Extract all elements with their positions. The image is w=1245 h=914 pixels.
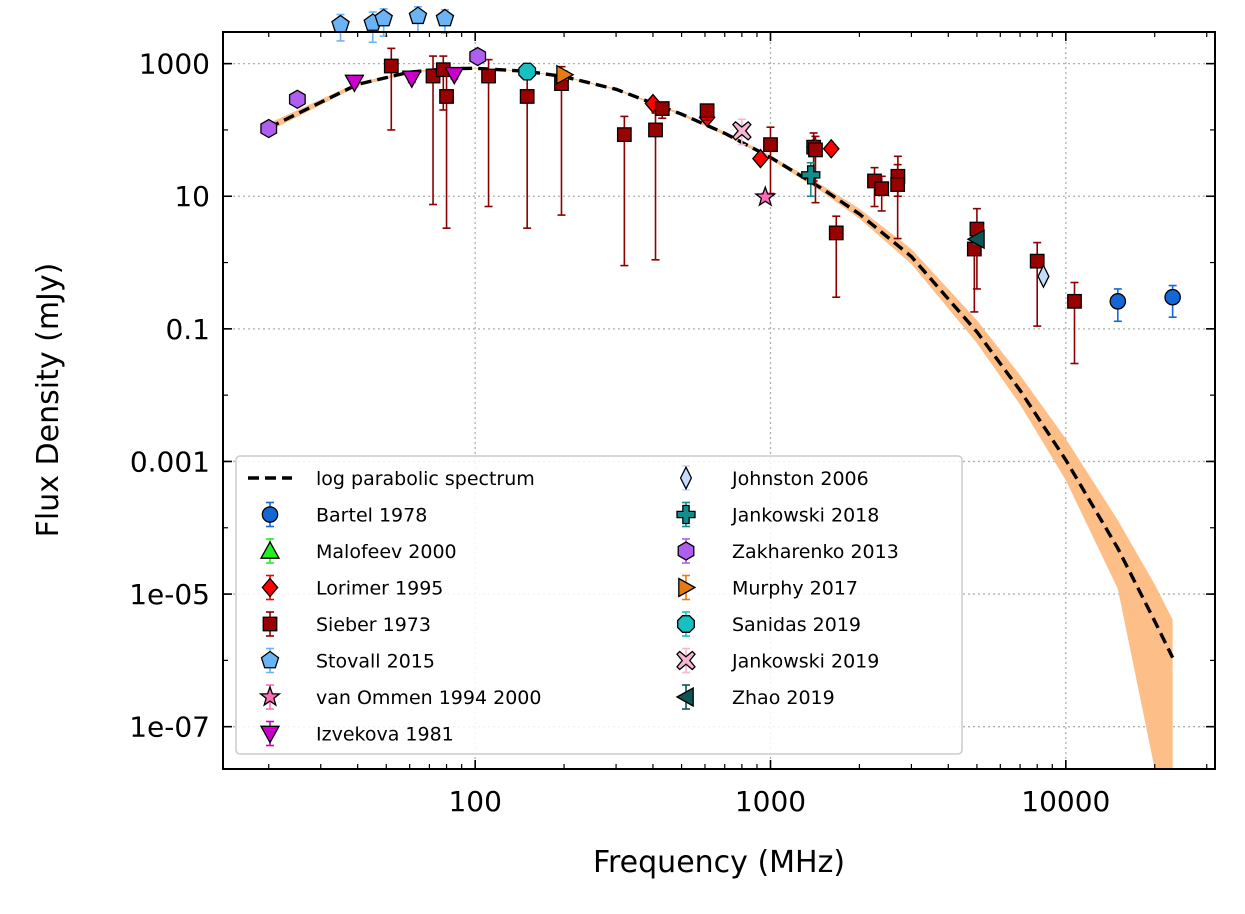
data-point: [616, 127, 632, 143]
data-point: [731, 120, 752, 141]
legend-marker: [678, 577, 697, 598]
data-point: [1164, 288, 1181, 306]
series-group: [556, 64, 575, 85]
legend-marker: [260, 650, 280, 669]
legend-label: Zakharenko 2013: [732, 541, 899, 563]
legend-label: Izvekova 1981: [316, 724, 454, 746]
legend-marker: [259, 540, 281, 559]
series-group: [518, 62, 537, 81]
data-point: [435, 8, 455, 27]
data-point: [519, 89, 535, 104]
axis-ticks: 100 1000 10000 1e-07 1e-05 0.001 0.1 10 1000: [129, 32, 1215, 818]
legend-marker: [259, 725, 281, 744]
data-point: [763, 137, 778, 153]
legend-label: Murphy 2017: [732, 578, 858, 600]
y-tick-label: 1e-07: [129, 711, 210, 744]
legend-marker: [675, 686, 694, 708]
plot-frame: [222, 31, 1216, 770]
data-point: [874, 181, 890, 197]
y-tick-label: 1e-05: [129, 578, 210, 611]
data-point: [401, 70, 422, 89]
series-group: [260, 46, 487, 139]
data-point: [699, 103, 715, 119]
data-points: [260, 5, 1181, 365]
x-axis-label: Frequency (MHz): [593, 845, 845, 880]
legend-marker: [677, 541, 695, 561]
legend-label: Lorimer 1995: [316, 578, 443, 600]
data-point: [828, 225, 844, 241]
data-point: [822, 138, 840, 159]
legend-marker: [261, 577, 279, 598]
x-tick-label: 10000: [1021, 785, 1110, 818]
legend-label: Malofeev 2000: [316, 541, 457, 563]
legend-marker: [676, 504, 696, 525]
legend-marker: [679, 465, 693, 491]
legend-label: Stovall 2015: [316, 651, 435, 673]
legend-label: Jankowski 2019: [731, 651, 879, 673]
y-tick-label: 0.1: [165, 313, 210, 346]
series-group: [754, 185, 777, 207]
y-tick-label: 10: [174, 180, 210, 213]
legend-marker: [261, 506, 279, 523]
data-point: [801, 165, 821, 185]
legend-label: van Ommen 1994 2000: [316, 687, 541, 709]
series-group: [383, 47, 1082, 365]
data-point: [260, 118, 278, 139]
data-point: [408, 6, 428, 25]
data-point: [890, 177, 906, 192]
data-point: [469, 46, 487, 67]
data-point: [1109, 293, 1127, 310]
legend-label: Johnston 2006: [731, 468, 869, 490]
data-point: [444, 66, 465, 86]
legend-label: log parabolic spectrum: [316, 468, 535, 490]
legend-label: Zhao 2019: [732, 687, 835, 709]
data-point: [1037, 264, 1050, 289]
data-point: [518, 62, 537, 81]
y-tick-label: 1000: [139, 48, 210, 81]
series-group: [344, 66, 465, 93]
data-point: [754, 185, 777, 207]
data-point: [966, 229, 985, 250]
data-point: [808, 142, 823, 158]
legend-marker: [262, 616, 278, 632]
legend-marker: [258, 685, 282, 707]
y-axis-label: Flux Density (mJy): [31, 263, 66, 538]
legend-label: Sieber 1973: [316, 614, 431, 636]
data-point: [344, 74, 365, 93]
series-group: [731, 118, 752, 146]
series-group: [801, 161, 821, 198]
legend-label: Bartel 1978: [316, 505, 427, 527]
data-point: [751, 148, 769, 169]
series-group: [1109, 284, 1181, 323]
series-group: [1037, 264, 1050, 289]
x-tick-label: 100: [448, 785, 501, 818]
data-point: [439, 89, 454, 104]
data-point: [288, 89, 306, 110]
legend-marker: [677, 615, 695, 633]
data-point: [1067, 293, 1082, 309]
data-point: [481, 68, 496, 84]
legend-label: Sanidas 2019: [732, 614, 861, 636]
data-point: [648, 122, 663, 138]
legend-label: Jankowski 2018: [731, 505, 879, 527]
data-point: [1029, 253, 1045, 269]
data-point: [654, 101, 670, 116]
y-tick-label: 0.001: [130, 445, 210, 478]
legend-box: [235, 455, 963, 755]
x-tick-label: 1000: [735, 785, 806, 818]
legend: log parabolic spectrum Bartel 1978 Malofee…: [235, 455, 963, 755]
data-point: [556, 64, 575, 85]
data-point: [383, 58, 399, 74]
series-group: [966, 229, 985, 250]
legend-marker: [676, 650, 696, 671]
data-point: [374, 8, 394, 27]
